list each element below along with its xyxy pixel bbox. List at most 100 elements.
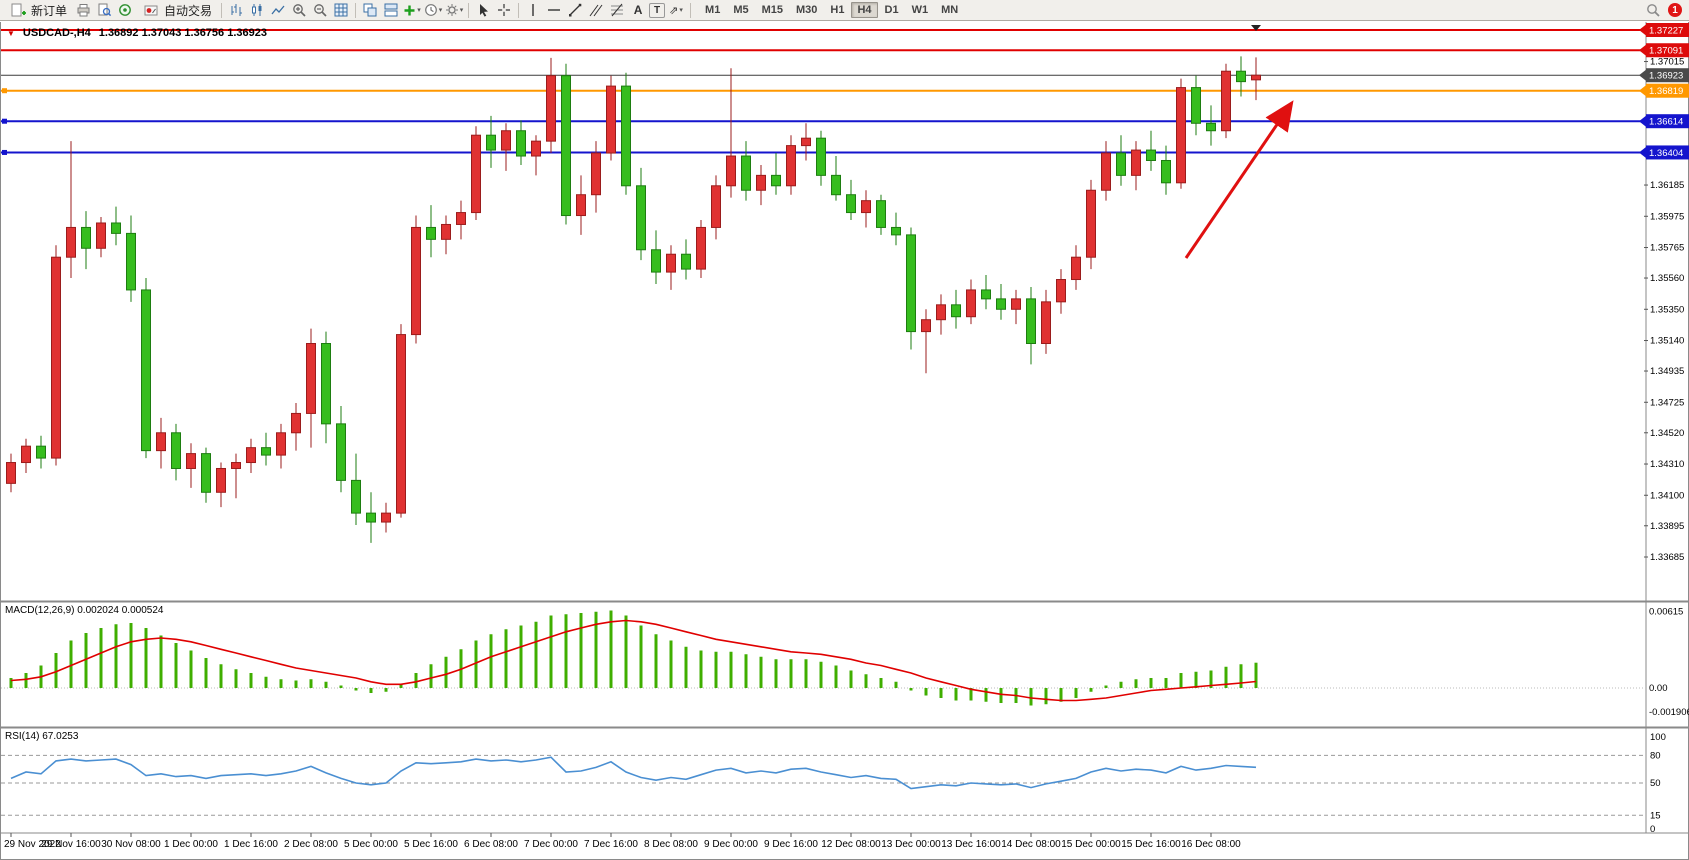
timeframe-H4-button[interactable]: H4: [851, 2, 878, 18]
svg-text:0: 0: [1650, 824, 1655, 835]
zoom-out-button[interactable]: [310, 1, 330, 19]
timeframe-D1-button[interactable]: D1: [884, 4, 899, 16]
svg-text:1 Dec 16:00: 1 Dec 16:00: [224, 839, 278, 850]
auto-trading-button[interactable]: 自动交易: [136, 1, 217, 19]
svg-text:6 Dec 08:00: 6 Dec 08:00: [464, 839, 518, 850]
toolbar-separator: [690, 2, 692, 18]
chart-grid-icon: [334, 3, 348, 17]
crosshair-icon: [498, 4, 511, 16]
svg-text:1.34310: 1.34310: [1650, 459, 1684, 470]
chart-canvas[interactable]: 1.372251.370151.361851.359751.357651.355…: [1, 22, 1689, 860]
svg-text:1.36185: 1.36185: [1650, 180, 1684, 191]
timeframe-M5-button[interactable]: M5: [733, 4, 749, 16]
svg-text:1.35765: 1.35765: [1650, 243, 1684, 254]
zoom-in-button[interactable]: [289, 1, 309, 19]
vertical-line-icon: [532, 4, 534, 16]
community-button[interactable]: [115, 1, 135, 19]
chevron-down-icon: ▾: [459, 7, 464, 14]
svg-text:1.37227: 1.37227: [1649, 25, 1683, 36]
tile-windows-button[interactable]: [360, 1, 380, 19]
macd-indicator-label: MACD(12,26,9) 0.002024 0.000524: [5, 605, 163, 616]
text-label-tool-button[interactable]: T: [649, 2, 666, 18]
svg-text:13 Dec 00:00: 13 Dec 00:00: [881, 839, 941, 850]
text-tool-button[interactable]: A: [633, 3, 643, 17]
symbol-marker-icon: ▼: [7, 28, 15, 38]
trend-arrow-annotation[interactable]: [1184, 100, 1294, 259]
symbol-period-label: USDCAD-,H4: [22, 27, 91, 39]
svg-text:14 Dec 08:00: 14 Dec 08:00: [1001, 839, 1061, 850]
timeframe-M30-button[interactable]: M30: [796, 4, 818, 16]
svg-text:1 Dec 00:00: 1 Dec 00:00: [164, 839, 218, 850]
svg-text:0.00: 0.00: [1649, 683, 1668, 694]
candlestick-chart-button[interactable]: [247, 1, 267, 19]
add-indicator-button[interactable]: ▾: [402, 1, 422, 19]
auto-trading-icon: [141, 1, 161, 19]
svg-text:16 Dec 08:00: 16 Dec 08:00: [1181, 839, 1241, 850]
bar-chart-button[interactable]: [226, 1, 246, 19]
svg-text:7 Dec 16:00: 7 Dec 16:00: [584, 839, 638, 850]
vertical-line-tool-button[interactable]: [523, 1, 543, 19]
svg-text:12 Dec 08:00: 12 Dec 08:00: [821, 839, 881, 850]
periods-button[interactable]: ▾: [423, 1, 443, 19]
toolbar-separator: [518, 2, 520, 18]
price-axis[interactable]: 1.372251.370151.361851.359751.357651.355…: [1639, 22, 1689, 835]
rsi-indicator-label: RSI(14) 67.0253: [5, 731, 78, 742]
new-order-button[interactable]: 新订单: [3, 1, 72, 19]
print-button[interactable]: [73, 1, 93, 19]
candlestick-chart-icon: [252, 4, 262, 16]
toolbar-separator: [221, 2, 223, 18]
svg-text:50: 50: [1650, 778, 1661, 789]
print-preview-icon: [98, 3, 111, 17]
cursor-tool-button[interactable]: [473, 1, 493, 19]
candles-layer: [6, 56, 1261, 543]
print-icon: [77, 4, 90, 17]
rsi-name: RSI(14): [5, 731, 40, 742]
chart-grid-button[interactable]: [331, 1, 351, 19]
macd-name: MACD(12,26,9): [5, 605, 75, 616]
line-chart-button[interactable]: [268, 1, 288, 19]
svg-text:9 Dec 16:00: 9 Dec 16:00: [764, 839, 818, 850]
zoom-in-icon: [292, 4, 306, 17]
print-preview-button[interactable]: [94, 1, 114, 19]
chart-shift-marker[interactable]: [1251, 25, 1261, 31]
chevron-down-icon: ▾: [417, 7, 421, 14]
cascade-windows-button[interactable]: [381, 1, 401, 19]
horizontal-line-icon: [548, 9, 561, 11]
svg-text:15: 15: [1650, 810, 1661, 821]
svg-text:100: 100: [1650, 732, 1666, 743]
svg-text:1.33895: 1.33895: [1650, 521, 1684, 532]
fibonacci-tool-button[interactable]: [607, 1, 627, 19]
channel-tool-button[interactable]: [586, 1, 606, 19]
svg-text:1.35140: 1.35140: [1650, 336, 1684, 347]
channel-icon: [589, 4, 603, 17]
timeframe-MN-button[interactable]: MN: [941, 4, 959, 16]
timeframe-H1-button[interactable]: H1: [830, 4, 845, 16]
panel-dividers[interactable]: [1, 600, 1689, 834]
svg-text:1.34100: 1.34100: [1650, 490, 1684, 501]
bar-chart-icon: [231, 4, 243, 16]
arrows-tool-button[interactable]: ⇗ ▾: [669, 4, 683, 17]
timeframe-M15-button[interactable]: M15: [761, 4, 783, 16]
chart-window: 1.372251.370151.361851.359751.357651.355…: [0, 22, 1689, 860]
timeframe-W1-button[interactable]: W1: [911, 4, 929, 16]
macd-signal-value: 0.000524: [121, 605, 164, 616]
timeframe-M1-button[interactable]: M1: [705, 4, 721, 16]
trendline-tool-button[interactable]: [565, 1, 585, 19]
svg-text:1.34725: 1.34725: [1650, 397, 1684, 408]
line-chart-icon: [271, 5, 285, 15]
svg-text:15 Dec 16:00: 15 Dec 16:00: [1121, 839, 1181, 850]
svg-text:9 Dec 00:00: 9 Dec 00:00: [704, 839, 758, 850]
templates-button[interactable]: ▾: [444, 1, 464, 19]
svg-text:30 Nov 08:00: 30 Nov 08:00: [101, 839, 161, 850]
cascade-windows-icon: [384, 3, 398, 17]
svg-text:1.35350: 1.35350: [1650, 304, 1684, 315]
horizontal-line-tool-button[interactable]: [544, 1, 564, 19]
zoom-out-icon: [313, 4, 327, 17]
svg-text:1.33685: 1.33685: [1650, 552, 1684, 563]
svg-text:13 Dec 16:00: 13 Dec 16:00: [941, 839, 1001, 850]
crosshair-tool-button[interactable]: [494, 1, 514, 19]
notification-badge[interactable]: 1: [1668, 3, 1682, 17]
search-button[interactable]: [1643, 1, 1663, 19]
horizontal-lines-layer[interactable]: [1, 29, 1644, 155]
